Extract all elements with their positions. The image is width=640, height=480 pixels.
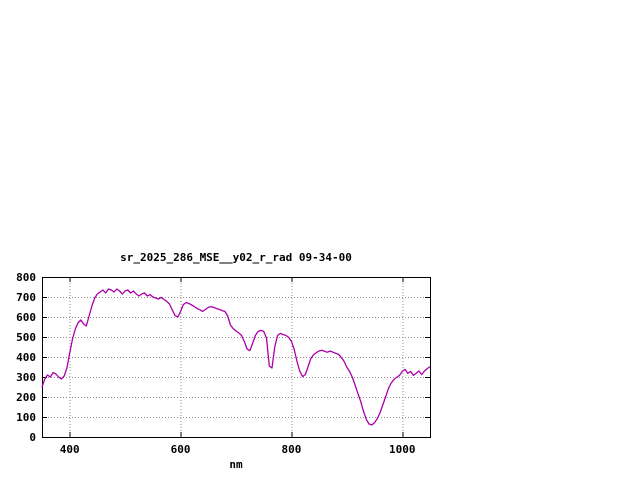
y-tick-label: 100 [16, 411, 36, 424]
x-axis-label: nm [229, 458, 243, 471]
x-tick-label: 800 [281, 443, 301, 456]
y-tick-label: 200 [16, 391, 36, 404]
y-tick-label: 0 [29, 431, 36, 444]
chart-title: sr_2025_286_MSE__y02_r_rad 09-34-00 [120, 251, 352, 264]
y-tick-label: 600 [16, 311, 36, 324]
y-tick-label: 500 [16, 331, 36, 344]
y-tick-label: 700 [16, 291, 36, 304]
x-tick-label: 1000 [389, 443, 416, 456]
data-line [41, 288, 431, 426]
y-tick-label: 800 [16, 271, 36, 284]
x-tick-label: 400 [60, 443, 80, 456]
y-tick-label: 300 [16, 371, 36, 384]
x-tick-label: 600 [171, 443, 191, 456]
y-tick-label: 400 [16, 351, 36, 364]
